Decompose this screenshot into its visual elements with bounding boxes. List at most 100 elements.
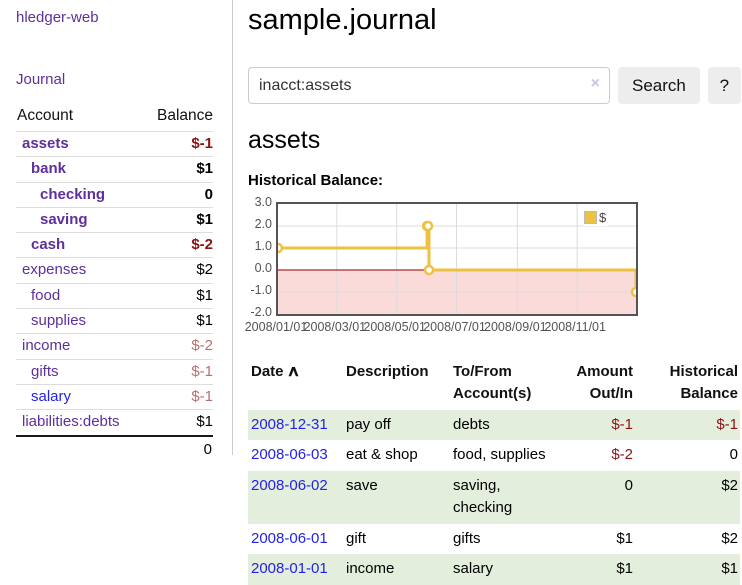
clear-search-icon[interactable]: ×	[591, 75, 600, 93]
transaction-description: eat & shop	[343, 440, 450, 471]
search-input-wrap: ×	[248, 67, 610, 104]
x-axis-tick-label: 2008/01/01	[242, 320, 310, 334]
y-axis-tick-label: -1.0	[248, 283, 272, 297]
x-axis-tick-label: 2008/03/01	[301, 320, 369, 334]
transaction-balance: $2	[635, 471, 740, 524]
x-axis-tick-label: 2008/09/01	[481, 320, 549, 334]
legend-label: $	[599, 210, 606, 225]
sidebar-account-supplies[interactable]: supplies	[16, 312, 86, 330]
account-row: checking 0	[16, 182, 213, 207]
transaction-accounts: debts	[450, 410, 558, 441]
transaction-date-cell: 2008-01-01	[248, 554, 343, 585]
sidebar-account-salary[interactable]: salary	[16, 388, 71, 406]
account-balance-table: Account Balance assets $-1 bank $1 checking 0…	[16, 101, 213, 462]
transaction-date-cell: 2008-06-03	[248, 440, 343, 471]
account-row: food $1	[16, 283, 213, 308]
transaction-accounts: food, supplies	[450, 440, 558, 471]
transaction-description: income	[343, 554, 450, 585]
transaction-description: pay off	[343, 410, 450, 441]
account-table-header: Account Balance	[16, 101, 213, 131]
sidebar: hledger-web Journal Account Balance asse…	[0, 0, 232, 462]
account-row: salary $-1	[16, 384, 213, 409]
transaction-balance: $-1	[635, 410, 740, 441]
account-balance: $2	[196, 261, 213, 279]
main-content: sample.journal × Search ? assets Histori…	[248, 0, 740, 585]
help-button[interactable]: ?	[708, 67, 741, 104]
sort-ascending-icon: ∧	[286, 361, 300, 383]
register-column-header-date[interactable]: Date∧	[248, 357, 343, 410]
chart-legend: $	[582, 209, 608, 226]
transaction-date-link[interactable]: 2008-06-01	[251, 530, 328, 547]
sidebar-account-bank[interactable]: bank	[16, 160, 66, 178]
account-balance: $1	[196, 160, 213, 178]
y-axis-tick-label: 1.0	[248, 239, 272, 253]
search-input[interactable]	[248, 67, 610, 104]
transaction-amount: $-1	[558, 410, 635, 441]
account-row: expenses $2	[16, 257, 213, 282]
account-balance: $-2	[191, 337, 213, 355]
transaction-date-cell: 2008-06-01	[248, 524, 343, 555]
transaction-date-cell: 2008-12-31	[248, 410, 343, 441]
app-brand-link[interactable]: hledger-web	[16, 9, 232, 26]
sidebar-account-expenses[interactable]: expenses	[16, 261, 86, 279]
transaction-amount: $1	[558, 554, 635, 585]
account-row: bank $1	[16, 156, 213, 181]
sidebar-account-assets[interactable]: assets	[16, 135, 69, 153]
transaction-balance: 0	[635, 440, 740, 471]
y-axis-tick-label: 2.0	[248, 217, 272, 231]
register-column-header-amount-out-in[interactable]: Amount Out/In	[558, 357, 635, 410]
account-balance: $1	[196, 287, 213, 305]
sidebar-account-gifts[interactable]: gifts	[16, 363, 59, 381]
x-axis-tick-label: 2008/05/01	[361, 320, 429, 334]
search-button[interactable]: Search	[618, 67, 700, 104]
sidebar-divider	[232, 0, 233, 455]
register-column-header-to-from-account-s-[interactable]: To/From Account(s)	[450, 357, 558, 410]
transaction-accounts: salary	[450, 554, 558, 585]
transaction-accounts: gifts	[450, 524, 558, 555]
transaction-date-link[interactable]: 2008-01-01	[251, 560, 328, 577]
y-axis-tick-label: 0.0	[248, 261, 272, 275]
x-axis-tick-label: 2008/11/01	[541, 320, 609, 334]
transaction-date-link[interactable]: 2008-12-31	[251, 416, 328, 433]
transaction-amount: 0	[558, 471, 635, 524]
sidebar-account-liabilities-debts[interactable]: liabilities:debts	[16, 413, 120, 431]
sidebar-account-checking[interactable]: checking	[16, 186, 105, 204]
account-balance: 0	[205, 186, 213, 204]
account-row: gifts $-1	[16, 359, 213, 384]
nav-journal-link[interactable]: Journal	[16, 71, 232, 88]
register-column-header-historical-balance[interactable]: Historical Balance	[635, 357, 740, 410]
account-balance: $-1	[191, 135, 213, 153]
account-balance: $1	[196, 211, 213, 229]
sidebar-account-cash[interactable]: cash	[16, 236, 65, 254]
account-balance: $-1	[191, 388, 213, 406]
account-row: supplies $1	[16, 308, 213, 333]
transaction-balance: $1	[635, 554, 740, 585]
transaction-date-link[interactable]: 2008-06-02	[251, 477, 328, 494]
transaction-balance: $2	[635, 524, 740, 555]
sidebar-account-saving[interactable]: saving	[16, 211, 88, 229]
account-row: assets $-1	[16, 131, 213, 156]
sidebar-account-food[interactable]: food	[16, 287, 60, 305]
account-balance: $-1	[191, 363, 213, 381]
account-row: liabilities:debts$1	[16, 409, 213, 434]
account-row: saving $1	[16, 207, 213, 232]
transaction-date-link[interactable]: 2008-06-03	[251, 446, 328, 463]
balance-column-header: Balance	[157, 107, 213, 125]
account-row: income $-2	[16, 333, 213, 358]
search-form: × Search ?	[248, 67, 740, 104]
y-axis-tick-label: -2.0	[248, 305, 272, 319]
account-balance: $1	[196, 312, 213, 330]
register-column-header-description[interactable]: Description	[343, 357, 450, 410]
sidebar-account-income[interactable]: income	[16, 337, 70, 355]
account-row: cash$-2	[16, 232, 213, 257]
